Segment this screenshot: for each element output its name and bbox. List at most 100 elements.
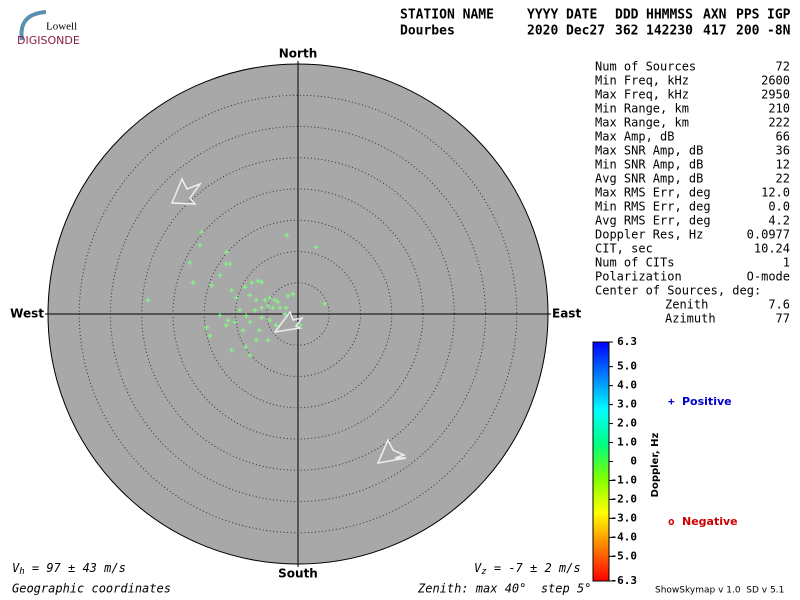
header-value: Dec27 [566, 24, 605, 39]
source-point [207, 333, 213, 339]
colorbar-tick-label: 2.0 [617, 417, 637, 430]
param-label: Doppler Res, Hz [595, 228, 703, 242]
source-point [229, 347, 235, 353]
source-point [224, 249, 230, 255]
source-point [265, 337, 271, 343]
source-point [243, 313, 249, 319]
param-value: 10.24 [754, 242, 790, 256]
param-label: CIT, sec [595, 242, 653, 256]
source-point [284, 232, 290, 238]
colorbar-tick-label: -5.0 [611, 549, 638, 562]
center-label: Zenith [665, 298, 708, 312]
source-point [145, 297, 151, 303]
source-point [253, 337, 259, 343]
source-point [232, 319, 238, 325]
source-point [273, 322, 279, 328]
polar-plot: North South West East [10, 47, 581, 581]
param-label: Polarization [595, 270, 682, 284]
param-value: 222 [768, 116, 790, 130]
colorbar-tick-label: -1.0 [611, 473, 638, 486]
colorbar-tick-label: -4.0 [611, 530, 638, 543]
source-point [322, 301, 328, 307]
source-point [259, 305, 265, 311]
center-label: Azimuth [665, 312, 716, 326]
param-label: Min RMS Err, deg [595, 200, 711, 214]
header-field: IGP [767, 8, 791, 23]
colorbar-tick-label: 5.0 [617, 360, 637, 373]
source-point [265, 303, 271, 309]
param-value: 72 [776, 60, 790, 74]
colorbar-tick-label: -3.0 [611, 511, 638, 524]
param-value: O-mode [747, 270, 790, 284]
header-field: HHMMSS [646, 8, 693, 23]
source-point [285, 293, 291, 299]
source-point [249, 280, 255, 286]
param-value: 1 [783, 256, 790, 270]
center-arrow [273, 310, 304, 334]
source-point [259, 315, 265, 321]
vz-label: Vz = -7 ± 2 m/s [474, 561, 581, 577]
param-label: Min SNR Amp, dB [595, 158, 703, 172]
source-point [190, 280, 196, 286]
header-value: 417 [703, 24, 726, 39]
source-point [225, 317, 231, 323]
center-value: 77 [776, 312, 790, 326]
source-point [217, 312, 223, 318]
param-value: 22 [776, 172, 790, 186]
source-point [262, 297, 268, 303]
source-point [267, 317, 273, 323]
header-field: YYYY [527, 8, 558, 23]
source-point [255, 278, 261, 284]
legend-symbol: o [668, 515, 675, 528]
center-value: 7.6 [768, 298, 790, 312]
source-point [267, 295, 273, 301]
source-point [252, 307, 258, 313]
source-point [197, 242, 203, 248]
header-field: DDD [615, 8, 639, 23]
header-field: DATE [566, 8, 597, 23]
source-point [259, 279, 265, 285]
source-point [275, 299, 281, 305]
header-field: AXN [703, 8, 727, 23]
param-value: 2950 [761, 88, 790, 102]
legend-label: Positive [682, 395, 732, 408]
source-point [199, 229, 205, 235]
source-point [272, 297, 278, 303]
source-point [297, 322, 303, 328]
param-value: 0.0977 [747, 228, 790, 242]
param-value: 12 [776, 158, 790, 172]
header-value: Dourbes [400, 24, 455, 39]
velocity-arrow [170, 177, 203, 205]
param-value: 12.0 [761, 186, 790, 200]
source-point [204, 325, 210, 331]
param-value: 2600 [761, 74, 790, 88]
param-value: 0.0 [768, 200, 790, 214]
colorbar-tick-label: 1.0 [617, 436, 637, 449]
logo-top: Lowell [46, 21, 77, 33]
source-point [229, 287, 235, 293]
param-label: Avg RMS Err, deg [595, 214, 711, 228]
direction-label: South [278, 567, 318, 581]
logo-bottom: DIGISONDE [17, 34, 80, 47]
param-label: Max RMS Err, deg [595, 186, 711, 200]
param-label: Min Range, km [595, 102, 689, 116]
colorbar-label: Doppler, Hz [650, 433, 661, 498]
logo-swoosh [19, 10, 47, 41]
source-point [242, 284, 248, 290]
source-point [283, 305, 289, 311]
source-point [256, 327, 262, 333]
source-point [227, 261, 233, 267]
source-point [290, 291, 296, 297]
source-point [253, 297, 259, 303]
param-label: Max SNR Amp, dB [595, 144, 703, 158]
legend-label: Negative [682, 515, 738, 528]
param-label: Max Freq, kHz [595, 88, 689, 102]
param-label: Max Amp, dB [595, 130, 674, 144]
source-point [313, 244, 319, 250]
header-value: 142230 [646, 24, 693, 39]
header-field: PPS [736, 8, 760, 23]
direction-label: North [279, 47, 317, 61]
source-point [209, 282, 215, 288]
center-title: Center of Sources, deg: [595, 284, 761, 298]
